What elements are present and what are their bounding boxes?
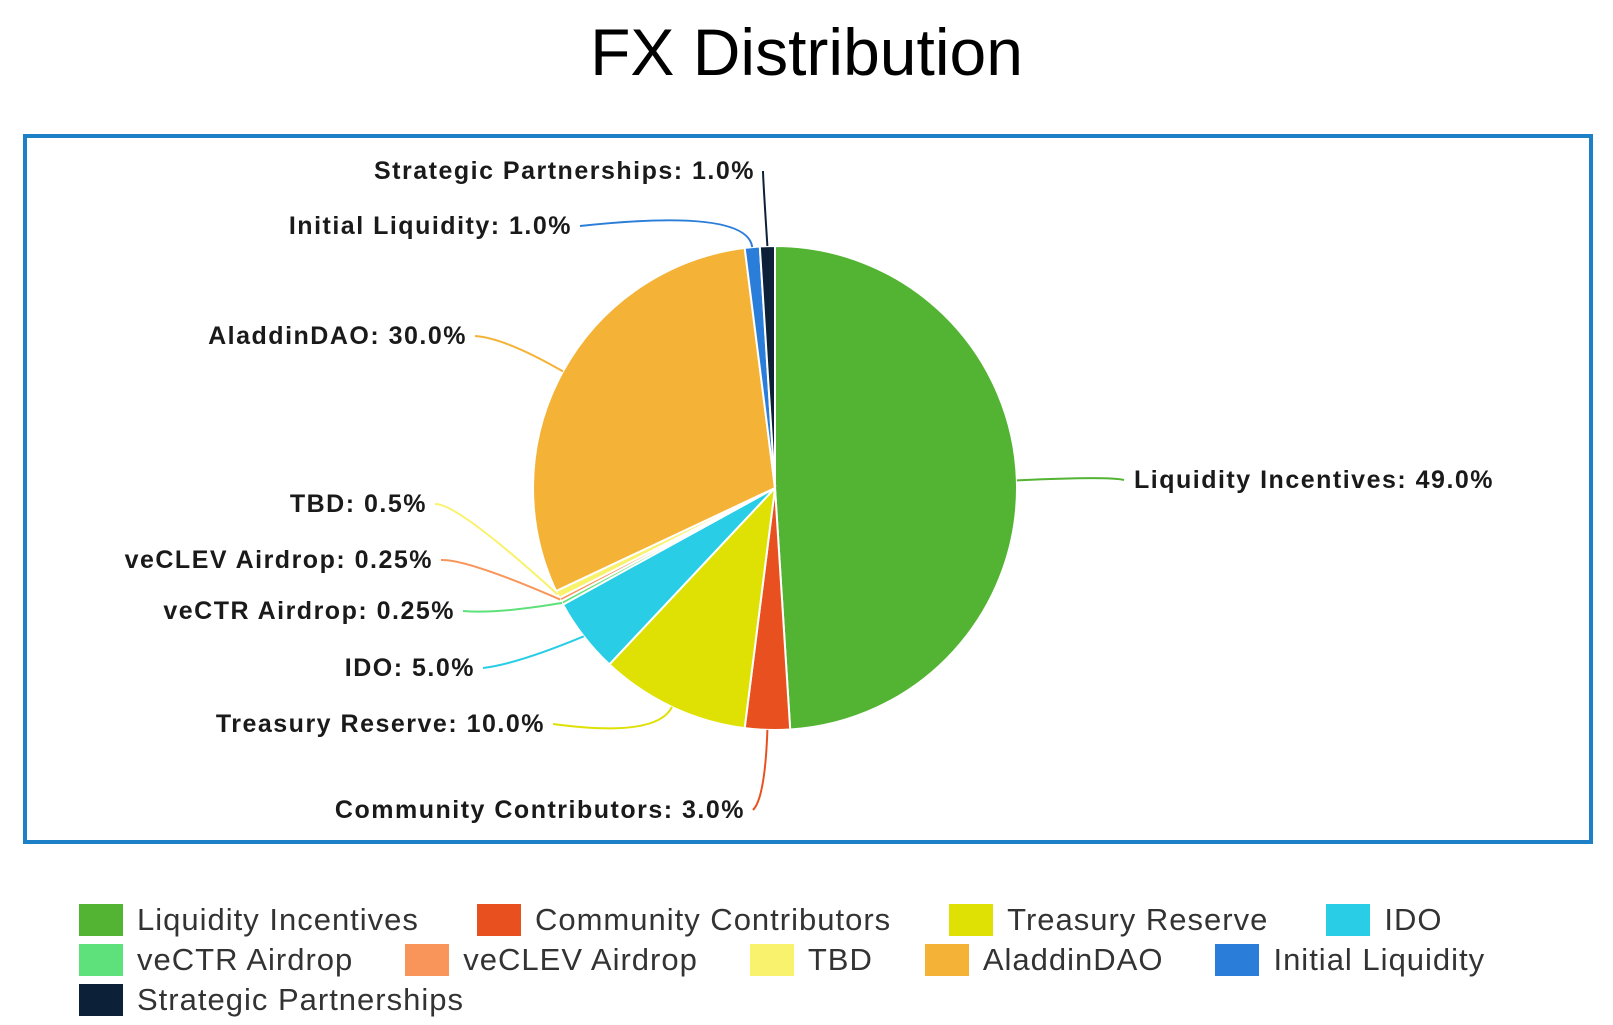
legend-item-community-contributors[interactable]: Community Contributors [476, 902, 892, 938]
data-label-tbd: TBD: 0.5% [290, 490, 427, 518]
leader-line-tbd [434, 502, 559, 596]
legend-swatch [1215, 944, 1260, 976]
chart-frame: Liquidity Incentives: 49.0% Community Con… [23, 134, 1593, 844]
legend-item-vectr-airdrop[interactable]: veCTR Airdrop [79, 942, 353, 978]
data-label-liquidity-incentives: Liquidity Incentives: 49.0% [1134, 466, 1494, 494]
data-label-community-contributors: Community Contributors: 3.0% [335, 796, 745, 824]
data-label-ido: IDO: 5.0% [345, 654, 475, 682]
legend-swatch [924, 944, 969, 976]
leader-line-treasury-reserve [552, 706, 673, 730]
legend-label: Initial Liquidity [1273, 942, 1486, 977]
leader-line-veclev-airdrop [440, 558, 561, 601]
pie-slice-treasury-reserve[interactable] [607, 485, 777, 730]
legend-swatch [79, 944, 123, 976]
legend-label: TBD [807, 942, 873, 977]
leader-line-initial-liquidity [579, 219, 754, 248]
legend-item-treasury-reserve[interactable]: Treasury Reserve [949, 902, 1268, 938]
page-title: FX Distribution [590, 15, 1023, 89]
legend: Liquidity Incentives Community Contributo… [79, 900, 1579, 1020]
leader-line-ido [482, 635, 585, 669]
legend-label: veCLEV Airdrop [463, 942, 698, 977]
legend-row: Strategic Partnerships [79, 980, 1579, 1020]
leader-line-vectr-airdrop [462, 601, 563, 613]
legend-swatch [405, 944, 450, 976]
leader-line-community-contributors [752, 729, 769, 811]
legend-row: Liquidity Incentives Community Contributo… [79, 900, 1579, 940]
legend-item-strategic-partnerships[interactable]: Strategic Partnerships [79, 982, 464, 1018]
legend-label: Strategic Partnerships [137, 982, 464, 1017]
legend-swatch [476, 904, 521, 936]
legend-label: Community Contributors [534, 902, 892, 937]
pie-slice-liquidity-incentives[interactable] [774, 244, 1018, 731]
data-label-veclev-airdrop: veCLEV Airdrop: 0.25% [125, 546, 433, 574]
legend-swatch [1326, 904, 1371, 936]
pie-chart: Liquidity Incentives: 49.0% Community Con… [125, 157, 1494, 824]
legend-item-tbd[interactable]: TBD [749, 942, 873, 978]
legend-swatch [79, 904, 123, 936]
legend-item-veclev-airdrop[interactable]: veCLEV Airdrop [405, 942, 698, 978]
leader-line-liquidity-incentives [1016, 477, 1125, 482]
legend-label: veCTR Airdrop [137, 942, 354, 977]
legend-item-ido[interactable]: IDO [1326, 902, 1442, 938]
leader-line-aladdindao [474, 335, 564, 373]
data-label-vectr-airdrop: veCTR Airdrop: 0.25% [163, 597, 455, 625]
legend-label: Liquidity Incentives [137, 902, 419, 937]
legend-item-aladdindao[interactable]: AladdinDAO [924, 942, 1164, 978]
data-label-initial-liquidity: Initial Liquidity: 1.0% [289, 212, 572, 240]
legend-swatch [79, 984, 123, 1016]
legend-label: AladdinDAO [982, 942, 1164, 977]
legend-swatch [949, 904, 994, 936]
legend-item-liquidity-incentives[interactable]: Liquidity Incentives [79, 902, 419, 938]
legend-item-initial-liquidity[interactable]: Initial Liquidity [1215, 942, 1485, 978]
legend-label: Treasury Reserve [1007, 902, 1269, 937]
leader-line-strategic-partnerships [762, 170, 769, 247]
pie-slice-strategic-partnerships[interactable] [758, 244, 776, 489]
data-label-treasury-reserve: Treasury Reserve: 10.0% [216, 710, 545, 738]
legend-row: veCTR Airdrop veCLEV Airdrop TBD AladdinDAO… [79, 940, 1579, 980]
data-label-strategic-partnerships: Strategic Partnerships: 1.0% [374, 157, 755, 185]
legend-swatch [749, 944, 794, 976]
legend-label: IDO [1384, 902, 1443, 937]
data-label-aladdindao: AladdinDAO: 30.0% [208, 322, 467, 350]
